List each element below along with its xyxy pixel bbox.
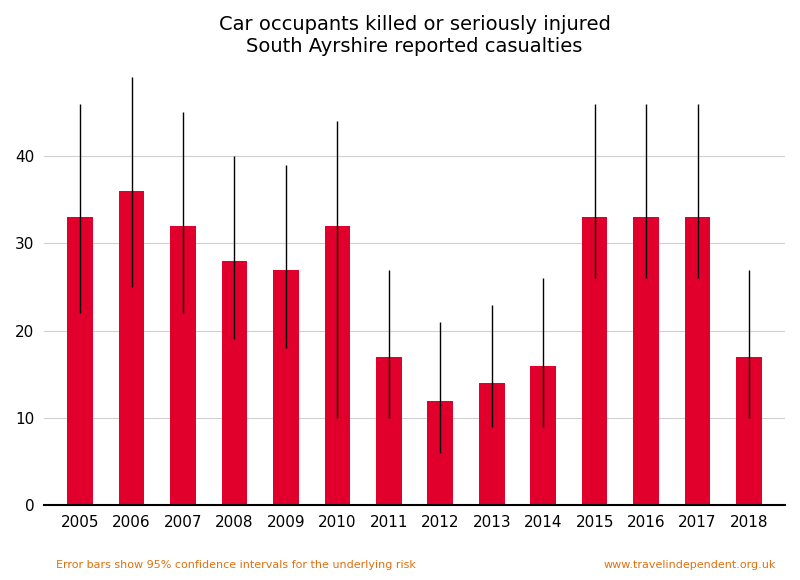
Bar (222, 261, 247, 506)
Bar (273, 270, 298, 506)
Bar (325, 226, 350, 506)
Bar (634, 217, 659, 506)
Bar (479, 383, 505, 506)
Text: www.travelindependent.org.uk: www.travelindependent.org.uk (604, 560, 776, 570)
Bar (376, 357, 402, 506)
Bar (67, 217, 93, 506)
Bar (582, 217, 607, 506)
Bar (118, 191, 145, 506)
Bar (736, 357, 762, 506)
Bar (427, 401, 453, 506)
Bar (685, 217, 710, 506)
Bar (530, 366, 556, 506)
Text: Error bars show 95% confidence intervals for the underlying risk: Error bars show 95% confidence intervals… (56, 560, 416, 570)
Bar (170, 226, 196, 506)
Title: Car occupants killed or seriously injured
South Ayrshire reported casualties: Car occupants killed or seriously injure… (218, 15, 610, 56)
